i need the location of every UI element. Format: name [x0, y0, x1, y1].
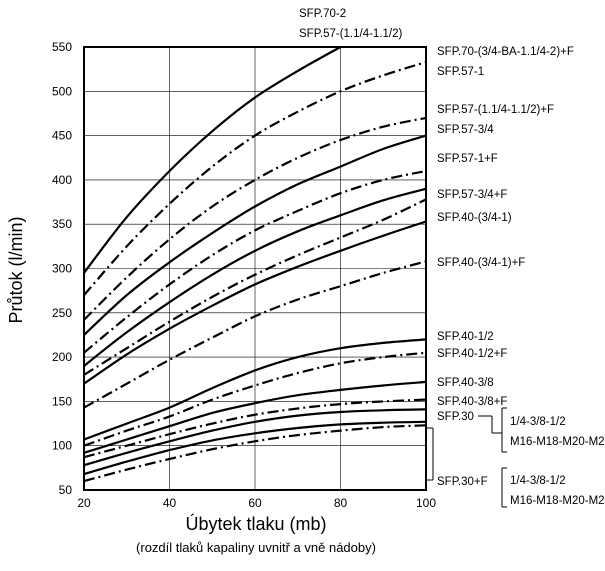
series-line-7 [83, 220, 427, 385]
y-tick-label-8: 450 [52, 129, 72, 143]
x-tick-label-3: 80 [334, 496, 348, 510]
y-tick-label-10: 550 [52, 40, 72, 54]
y-tick-label-3: 200 [52, 350, 72, 364]
right-label-6: SFP.40-(3/4-1) [437, 212, 512, 224]
series-line-8 [83, 260, 427, 409]
series-line-0 [83, 46, 342, 274]
x-tick-label-2: 60 [248, 496, 262, 510]
top-label-0: SFP.70-2 [299, 8, 346, 20]
y-tick-label-6: 350 [52, 217, 72, 231]
x-axis-subtitle: (rozdíl tlaků kapaliny uvnitř a vně nádo… [136, 540, 376, 555]
x-tick-label-1: 40 [163, 496, 177, 510]
group-annotations: 1/4-3/8-1/2 M16-M18-M20-M22 1/4-3/8-1/2 M16… [426, 407, 605, 508]
y-tick-label-5: 300 [52, 262, 72, 276]
right-label-7: SFP.40-(3/4-1)+F [437, 257, 525, 269]
right-series-labels: SFP.70-(3/4-BA-1.1/4-2)+F SFP.57-1 SFP.57-… [437, 46, 574, 488]
series-lines [83, 46, 427, 483]
series-line-5 [83, 187, 427, 367]
plot-frame [83, 46, 427, 491]
series-line-6 [83, 198, 427, 376]
right-label-1: SFP.57-1 [437, 66, 484, 78]
annotation-0-0: 1/4-3/8-1/2 [510, 416, 566, 428]
series-line-12 [83, 398, 427, 459]
y-tick-label-2: 150 [52, 394, 72, 408]
annotation-1-0: 1/4-3/8-1/2 [510, 475, 566, 487]
series-line-14 [83, 420, 427, 476]
x-tick-labels: 20 40 60 80 100 [77, 496, 436, 510]
y-tick-labels: 50 100 150 200 250 300 350 400 450 500 550 [52, 40, 72, 497]
right-label-8: SFP.40-1/2 [437, 331, 494, 343]
series-line-11 [83, 380, 427, 454]
right-label-12: SFP.30 [437, 411, 474, 423]
x-axis-title: Úbytek tlaku (mb) [185, 513, 326, 534]
y-tick-label-1: 100 [52, 439, 72, 453]
x-tick-label-0: 20 [77, 496, 91, 510]
annotation-1-1: M16-M18-M20-M22 [510, 495, 605, 507]
right-label-5: SFP.57-3/4+F [437, 189, 507, 201]
series-line-1 [83, 61, 427, 296]
right-label-13: SFP.30+F [437, 476, 488, 488]
right-label-4: SFP.57-1+F [437, 153, 498, 165]
top-label-1: SFP.57-(1.1/4-1.1/2) [299, 28, 403, 40]
right-label-9: SFP.40-1/2+F [437, 348, 507, 360]
x-tick-label-4: 100 [416, 496, 436, 510]
right-label-11: SFP.40-3/8+F [437, 396, 507, 408]
top-series-labels: SFP.70-2 SFP.57-(1.1/4-1.1/2) [299, 8, 403, 40]
series-line-4 [83, 169, 427, 354]
right-label-0: SFP.70-(3/4-BA-1.1/4-2)+F [437, 46, 574, 58]
annotation-0-1: M16-M18-M20-M22 [510, 436, 605, 448]
y-tick-label-4: 250 [52, 306, 72, 320]
right-label-3: SFP.57-3/4 [437, 124, 494, 136]
y-axis-title: Průtok (l/min) [6, 216, 26, 323]
series-line-9 [83, 338, 427, 441]
series-line-10 [83, 351, 427, 447]
right-label-10: SFP.40-3/8 [437, 377, 494, 389]
series-line-15 [83, 424, 427, 483]
y-tick-label-0: 50 [59, 483, 73, 497]
y-tick-label-7: 400 [52, 173, 72, 187]
y-tick-label-9: 500 [52, 84, 72, 98]
right-label-2: SFP.57-(1.1/4-1.1/2)+F [437, 104, 554, 116]
series-line-3 [83, 134, 427, 336]
series-line-13 [83, 408, 427, 467]
